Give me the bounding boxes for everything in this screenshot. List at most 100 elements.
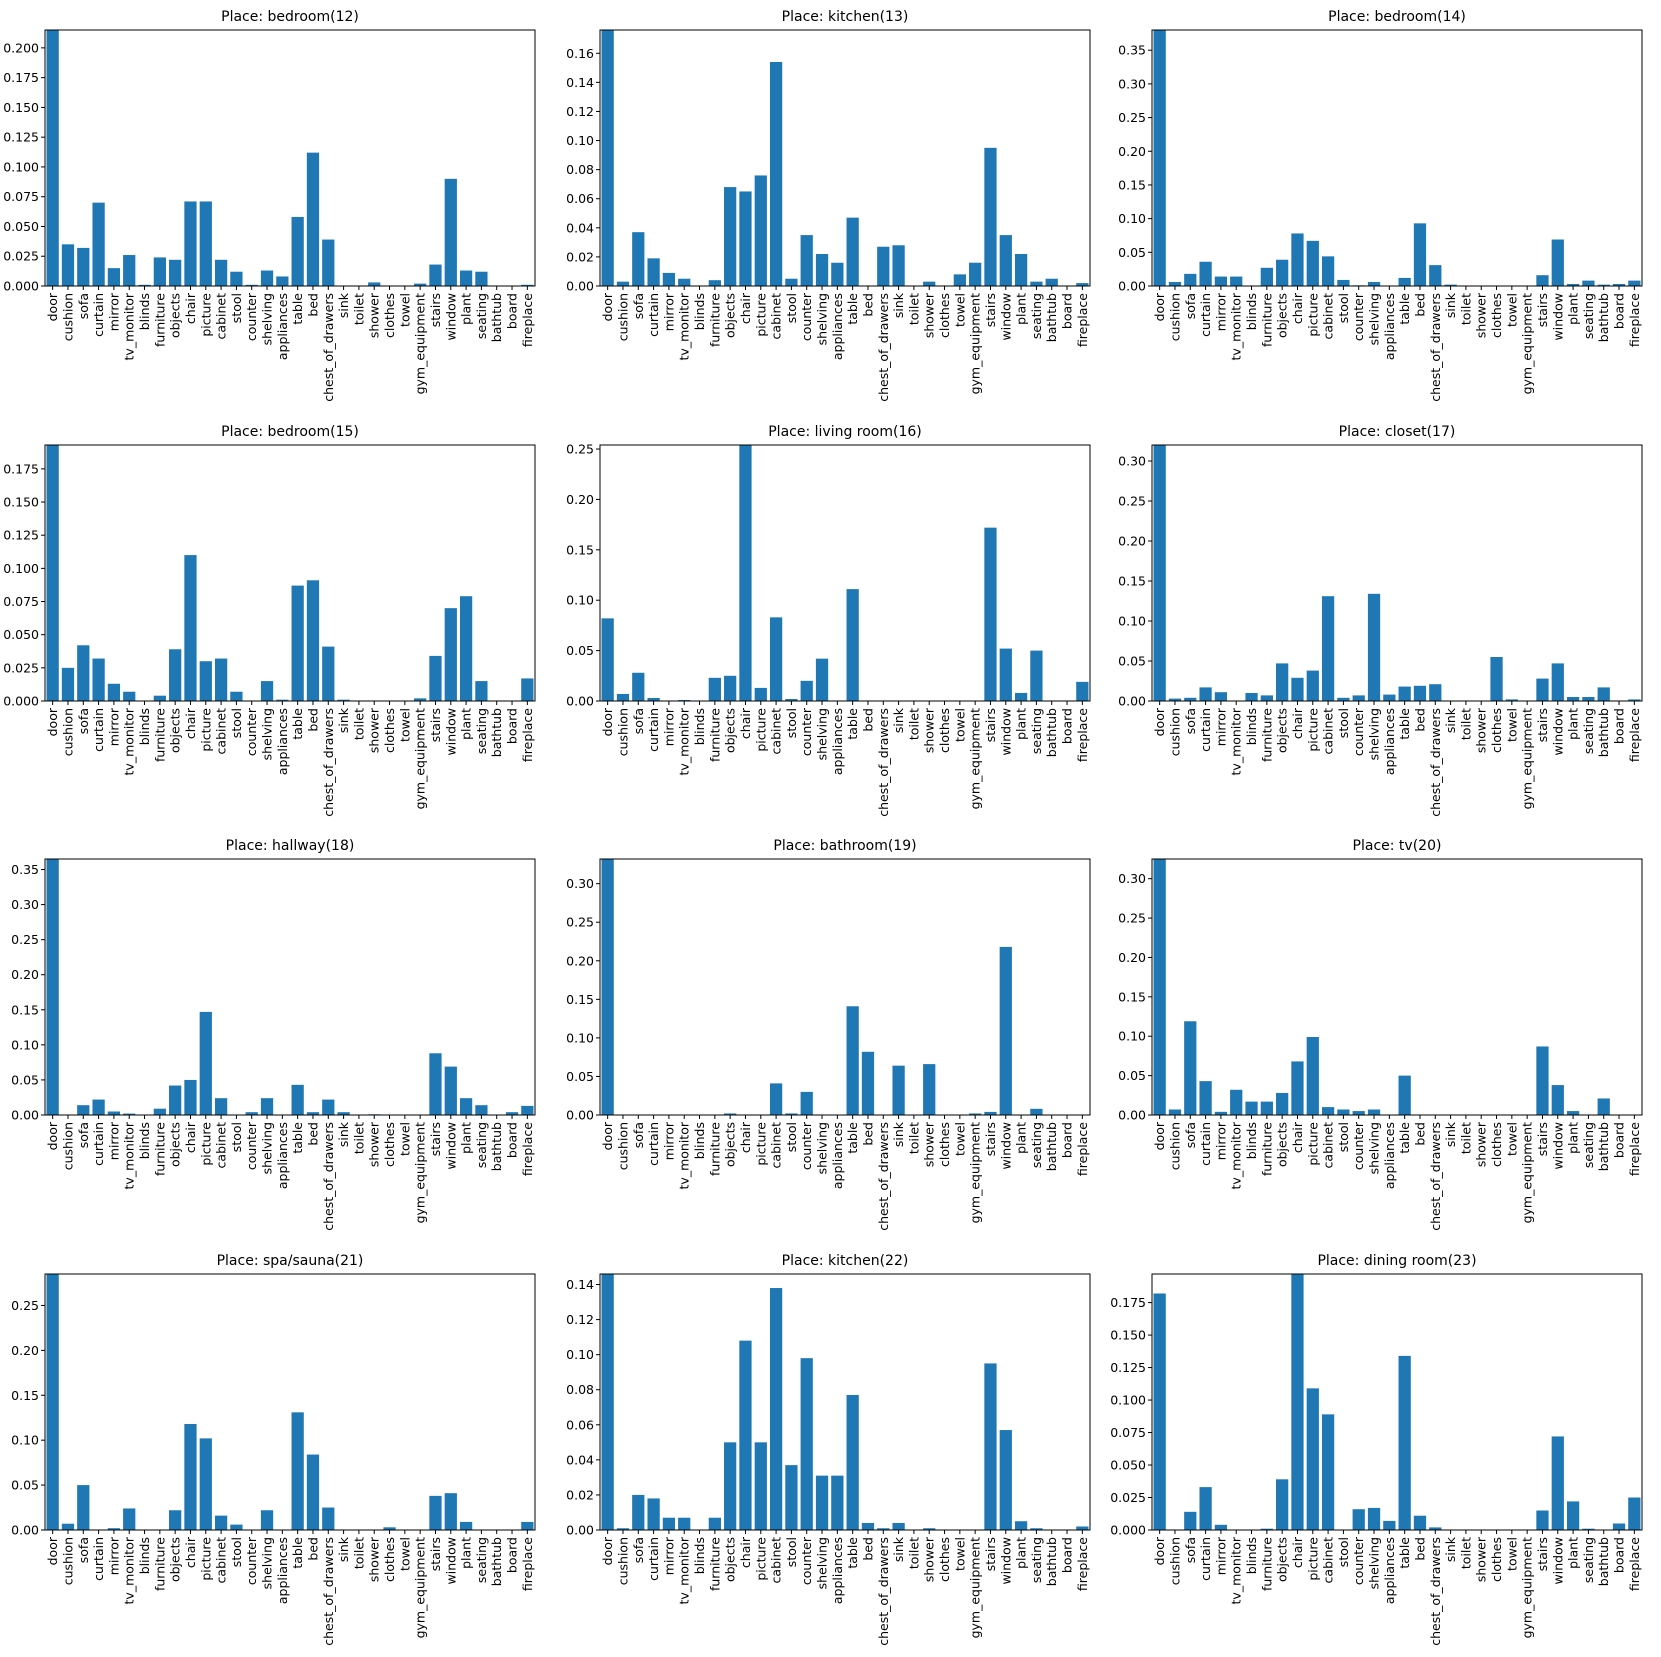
- bar-plant: [1014, 1521, 1028, 1530]
- x-tick-label: bathtub: [1044, 1537, 1059, 1586]
- bar-furniture: [708, 1517, 721, 1530]
- bar-sink: [892, 1065, 905, 1115]
- x-tick-label: bathtub: [1596, 708, 1611, 757]
- bar-picture: [1306, 670, 1319, 701]
- x-tick-label: appliances: [1382, 1122, 1397, 1189]
- x-tick-label: chest_of_drawers: [321, 1537, 336, 1646]
- x-tick-label: table: [845, 293, 860, 325]
- x-tick-label: furniture: [1259, 1122, 1274, 1176]
- x-tick-label: stairs: [1535, 708, 1550, 742]
- x-tick-label: cabinet: [769, 708, 784, 755]
- x-tick-label: stairs: [428, 1122, 443, 1156]
- bar-window: [999, 1430, 1012, 1530]
- x-tick-label: picture: [1305, 708, 1320, 752]
- x-tick-label: shelving: [815, 293, 830, 345]
- bar-chest_of_drawers: [1429, 684, 1442, 701]
- x-tick-label: sofa: [1183, 293, 1198, 319]
- x-tick-label: chair: [1290, 707, 1305, 739]
- y-tick-label: 0.025: [1110, 1490, 1146, 1505]
- x-tick-label: bed: [1412, 708, 1427, 732]
- chart-panel-0: Place: bedroom(12) 0.000 0.025 0.050 0.075 0.…: [0, 0, 546, 412]
- x-tick-label: mirror: [1213, 1121, 1228, 1160]
- x-tick-label: appliances: [275, 708, 290, 775]
- x-tick-label: bathtub: [489, 708, 504, 757]
- y-tick-label: 0.200: [3, 40, 39, 55]
- x-tick-label: blinds: [1244, 708, 1259, 745]
- x-tick-label: door: [600, 1536, 615, 1565]
- bar-sofa: [1184, 1021, 1197, 1115]
- bar-cushion: [616, 281, 630, 286]
- x-tick-label: curtain: [91, 293, 106, 337]
- bar-curtain: [1199, 261, 1212, 286]
- chart-svg: Place: bedroom(15) 0.000 0.025 0.050 0.075 0.…: [3, 424, 536, 817]
- x-tick-label: clothes: [382, 1537, 397, 1582]
- x-tick-label: counter: [1351, 707, 1366, 756]
- y-tick-label: 0.10: [1118, 1029, 1146, 1044]
- x-tick-label: appliances: [1382, 293, 1397, 360]
- y-tick-label: 0.05: [1118, 654, 1146, 669]
- x-tick-label: tv_monitor: [677, 292, 692, 360]
- x-tick-label: cabinet: [769, 1537, 784, 1584]
- bar-chest_of_drawers: [322, 239, 335, 286]
- bar-stairs: [429, 1053, 442, 1115]
- bar-plant: [1566, 283, 1580, 286]
- bar-stool: [1337, 697, 1350, 701]
- x-tick-label: tv_monitor: [122, 707, 137, 775]
- x-tick-label: bathtub: [1044, 1122, 1059, 1171]
- plot-frame: [599, 1273, 1091, 1531]
- bar-sink: [892, 245, 905, 286]
- y-tick-label: 0.00: [11, 1523, 39, 1538]
- x-tick-label: chair: [1290, 1536, 1305, 1568]
- y-tick-label: 0.10: [566, 1030, 594, 1045]
- x-tick-label: gym_equipment: [1520, 708, 1535, 810]
- y-tick-label: 0.05: [11, 1072, 39, 1087]
- x-tick-label: chest_of_drawers: [321, 293, 336, 402]
- bar-window: [444, 1066, 457, 1115]
- bar-stool: [230, 1524, 243, 1530]
- y-tick-label: 0.25: [11, 932, 39, 947]
- x-tick-label: stool: [784, 1122, 799, 1152]
- bar-fireplace: [1628, 280, 1641, 286]
- bar-tv_monitor: [1230, 1089, 1243, 1115]
- x-tick-label: cabinet: [1321, 708, 1336, 755]
- x-tick-label: curtain: [91, 1537, 106, 1581]
- bar-window: [444, 178, 457, 286]
- x-tick-label: toilet: [1458, 293, 1473, 325]
- chart-title: Place: spa/sauna(21): [217, 1253, 364, 1269]
- bar-mirror: [1214, 276, 1228, 286]
- y-tick-label: 0.100: [3, 561, 39, 576]
- bar-fireplace: [1628, 1497, 1641, 1530]
- y-tick-label: 0.05: [566, 643, 594, 658]
- x-tick-label: counter: [799, 1536, 814, 1585]
- x-tick-label: objects: [168, 293, 183, 338]
- x-tick-label: plant: [459, 1537, 474, 1569]
- bar-towel: [1505, 699, 1518, 701]
- x-tick-label: chest_of_drawers: [1428, 293, 1443, 402]
- bar-furniture: [1260, 1528, 1273, 1530]
- chart-title: Place: kitchen(13): [782, 9, 909, 25]
- bar-picture: [1306, 1388, 1319, 1530]
- bar-chair: [1291, 1061, 1304, 1115]
- x-tick-label: toilet: [906, 708, 921, 740]
- bar-cabinet: [769, 1083, 783, 1115]
- x-tick-label: gym_equipment: [1520, 293, 1535, 395]
- x-tick-label: furniture: [707, 1122, 722, 1176]
- chart-title: Place: bedroom(15): [221, 424, 359, 440]
- x-tick-label: furniture: [152, 1122, 167, 1176]
- bar-objects: [169, 649, 182, 701]
- bar-cushion: [1168, 698, 1182, 701]
- chart-title: Place: kitchen(22): [782, 1253, 909, 1269]
- chart-panel-6: Place: hallway(18) 0.00 0.05 0.10 0.15 0.20 0.…: [0, 829, 546, 1241]
- x-tick-label: stool: [1336, 708, 1351, 738]
- x-tick-label: bathtub: [1044, 708, 1059, 757]
- bar-door: [1153, 30, 1166, 286]
- y-tick-label: 0.100: [3, 159, 39, 174]
- y-tick-label: 0.30: [1118, 454, 1146, 469]
- x-tick-label: sink: [1443, 1121, 1458, 1147]
- bar-picture: [1306, 1037, 1319, 1115]
- x-tick-label: blinds: [137, 1537, 152, 1574]
- x-tick-label: towel: [952, 1537, 967, 1571]
- x-tick-label: stool: [229, 293, 244, 323]
- y-tick-label: 0.125: [3, 130, 39, 145]
- x-tick-label: shelving: [1367, 1122, 1382, 1174]
